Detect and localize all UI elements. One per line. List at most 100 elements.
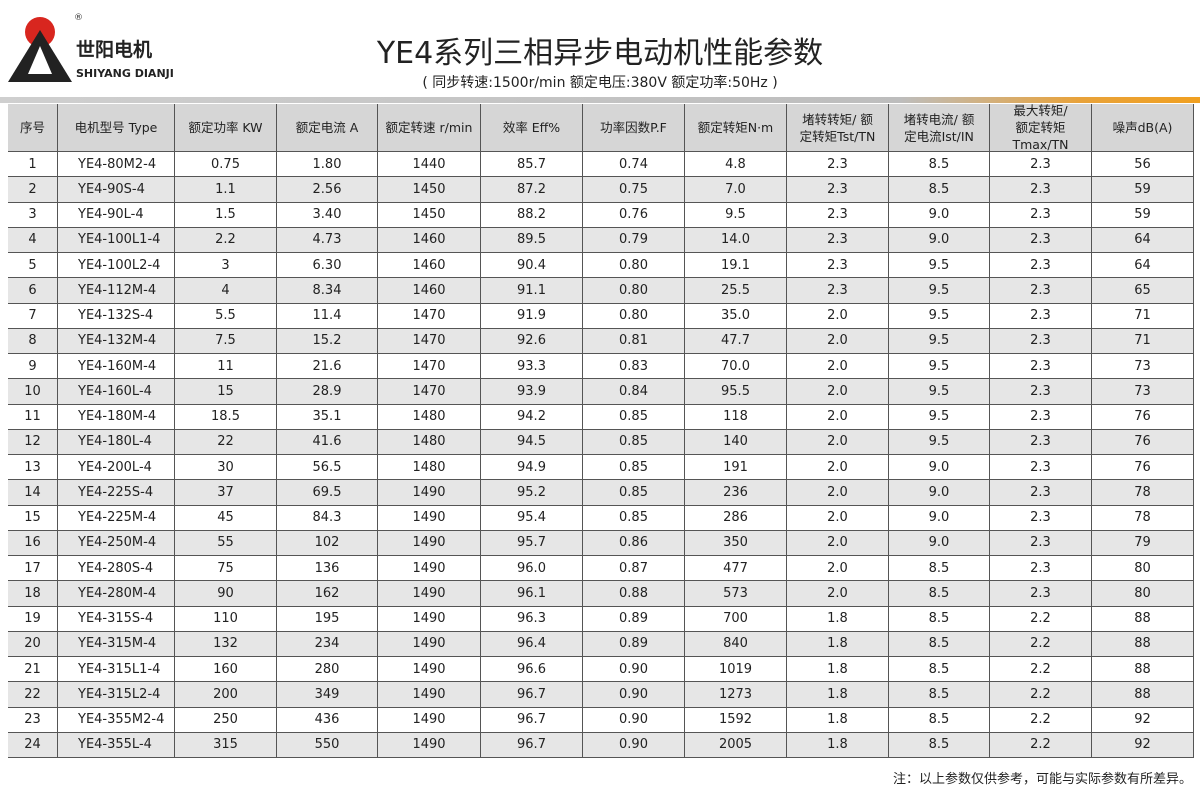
table-cell: YE4-90L-4	[58, 202, 175, 228]
table-cell: 15	[8, 505, 58, 531]
table-cell: 1273	[685, 682, 787, 708]
header-band	[0, 97, 1200, 103]
table-cell: 56	[1092, 152, 1194, 178]
table-cell: 1	[8, 152, 58, 178]
table-cell: 30	[175, 455, 277, 481]
table-cell: 96.6	[481, 657, 583, 683]
table-cell: YE4-180M-4	[58, 404, 175, 430]
table-cell: 9.5	[889, 278, 990, 304]
table-cell: 1490	[378, 682, 481, 708]
table-cell: 2.3	[990, 202, 1092, 228]
table-cell: 118	[685, 404, 787, 430]
table-cell: 1490	[378, 606, 481, 632]
table-cell: 1.1	[175, 177, 277, 203]
table-cell: 280	[277, 657, 378, 683]
table-cell: 91.1	[481, 278, 583, 304]
table-cell: 2.3	[990, 429, 1092, 455]
table-cell: YE4-225M-4	[58, 505, 175, 531]
header-text: 堵转转矩/ 额	[802, 111, 873, 127]
table-cell: 17	[8, 556, 58, 582]
table-cell: 76	[1092, 455, 1194, 481]
table-cell: 5	[8, 253, 58, 279]
table-cell: 11.4	[277, 303, 378, 329]
header-text: 额定电流 A	[295, 120, 359, 135]
table-cell: 12	[8, 429, 58, 455]
table-cell: 15.2	[277, 328, 378, 354]
table-cell: 9.0	[889, 530, 990, 556]
table-cell: 90	[175, 581, 277, 607]
table-cell: 92	[1092, 732, 1194, 758]
table-cell: 7.0	[685, 177, 787, 203]
table-cell: 162	[277, 581, 378, 607]
table-cell: 1592	[685, 707, 787, 733]
table-cell: 0.90	[583, 682, 685, 708]
brand: 世阳电机	[76, 38, 152, 61]
header-text: 噪声dB(A)	[1112, 120, 1173, 135]
table-cell: 250	[175, 707, 277, 733]
table-cell: 73	[1092, 379, 1194, 405]
table-cell: YE4-250M-4	[58, 530, 175, 556]
table-cell: 35.1	[277, 404, 378, 430]
table-cell: 23	[8, 707, 58, 733]
table-cell: 9.0	[889, 505, 990, 531]
header-text: 序号	[19, 120, 45, 135]
table-cell: YE4-132S-4	[58, 303, 175, 329]
table-cell: 2.3	[990, 328, 1092, 354]
table-cell: 0.74	[583, 152, 685, 178]
table-cell: 2.3	[990, 227, 1092, 253]
table-cell: 95.2	[481, 480, 583, 506]
table-cell: 88	[1092, 657, 1194, 683]
table-cell: 96.0	[481, 556, 583, 582]
header-text: 额定功率 KW	[188, 120, 263, 135]
table-cell: 87.2	[481, 177, 583, 203]
table-cell: YE4-200L-4	[58, 455, 175, 481]
table-cell: 136	[277, 556, 378, 582]
table-cell: 93.9	[481, 379, 583, 405]
table-cell: 19	[8, 606, 58, 632]
table-cell: 92	[1092, 707, 1194, 733]
table-cell: 2.0	[787, 480, 889, 506]
table-cell: YE4-160M-4	[58, 354, 175, 380]
table-cell: YE4-160L-4	[58, 379, 175, 405]
table-cell: 2.0	[787, 505, 889, 531]
table-cell: 0.83	[583, 354, 685, 380]
table-cell: 64	[1092, 227, 1194, 253]
table-cell: 1490	[378, 707, 481, 733]
table-cell: 9.5	[685, 202, 787, 228]
table-cell: 0.80	[583, 303, 685, 329]
table-cell: 91.9	[481, 303, 583, 329]
table-cell: 2.2	[990, 707, 1092, 733]
table-cell: 89.5	[481, 227, 583, 253]
table-cell: 21.6	[277, 354, 378, 380]
table-cell: 76	[1092, 404, 1194, 430]
table-cell: 16	[8, 530, 58, 556]
table-cell: 8.5	[889, 581, 990, 607]
header-text: 定电流Ist/IN	[904, 128, 974, 144]
table-cell: 2005	[685, 732, 787, 758]
table-cell: 2.3	[990, 581, 1092, 607]
table-cell: YE4-315M-4	[58, 631, 175, 657]
table-cell: 96.7	[481, 682, 583, 708]
table-cell: 2.3	[990, 278, 1092, 304]
table-cell: 840	[685, 631, 787, 657]
table-cell: 0.76	[583, 202, 685, 228]
table-cell: 9.0	[889, 202, 990, 228]
header-cell: 堵转电流/ 额定电流Ist/IN	[889, 104, 990, 152]
table-cell: 2.0	[787, 429, 889, 455]
header-text: 功率因数P.F	[600, 120, 667, 135]
table-cell: 200	[175, 682, 277, 708]
table-cell: YE4-100L2-4	[58, 253, 175, 279]
table-cell: 2.2	[990, 682, 1092, 708]
table-cell: 1480	[378, 429, 481, 455]
table-cell: 1450	[378, 177, 481, 203]
table-cell: 1470	[378, 354, 481, 380]
header-cell: 功率因数P.F	[583, 104, 685, 152]
table-cell: 0.85	[583, 505, 685, 531]
table-cell: 9.5	[889, 429, 990, 455]
table-cell: 1490	[378, 556, 481, 582]
table-cell: 3	[175, 253, 277, 279]
table-cell: 1480	[378, 404, 481, 430]
table-cell: 110	[175, 606, 277, 632]
table-cell: 8.5	[889, 657, 990, 683]
table-cell: 65	[1092, 278, 1194, 304]
